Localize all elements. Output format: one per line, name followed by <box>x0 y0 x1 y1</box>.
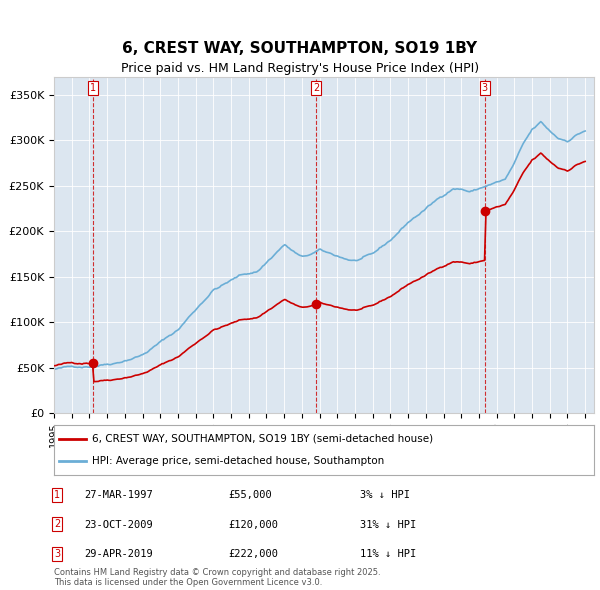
Text: 3: 3 <box>54 549 60 559</box>
Text: 27-MAR-1997: 27-MAR-1997 <box>84 490 153 500</box>
Text: £222,000: £222,000 <box>228 549 278 559</box>
Text: 31% ↓ HPI: 31% ↓ HPI <box>360 520 416 529</box>
Text: 6, CREST WAY, SOUTHAMPTON, SO19 1BY (semi-detached house): 6, CREST WAY, SOUTHAMPTON, SO19 1BY (sem… <box>92 434 433 444</box>
Text: £120,000: £120,000 <box>228 520 278 529</box>
Text: 23-OCT-2009: 23-OCT-2009 <box>84 520 153 529</box>
Text: 1: 1 <box>54 490 60 500</box>
Text: 29-APR-2019: 29-APR-2019 <box>84 549 153 559</box>
Text: 6, CREST WAY, SOUTHAMPTON, SO19 1BY: 6, CREST WAY, SOUTHAMPTON, SO19 1BY <box>122 41 478 56</box>
Text: 11% ↓ HPI: 11% ↓ HPI <box>360 549 416 559</box>
Text: 2: 2 <box>54 519 60 529</box>
Text: 3% ↓ HPI: 3% ↓ HPI <box>360 490 410 500</box>
Text: 2: 2 <box>313 83 319 93</box>
Text: 1: 1 <box>91 83 97 93</box>
Text: 3: 3 <box>482 83 488 93</box>
Text: Price paid vs. HM Land Registry's House Price Index (HPI): Price paid vs. HM Land Registry's House … <box>121 62 479 75</box>
Text: HPI: Average price, semi-detached house, Southampton: HPI: Average price, semi-detached house,… <box>92 456 384 466</box>
Text: £55,000: £55,000 <box>228 490 272 500</box>
Text: Contains HM Land Registry data © Crown copyright and database right 2025.
This d: Contains HM Land Registry data © Crown c… <box>54 568 380 587</box>
